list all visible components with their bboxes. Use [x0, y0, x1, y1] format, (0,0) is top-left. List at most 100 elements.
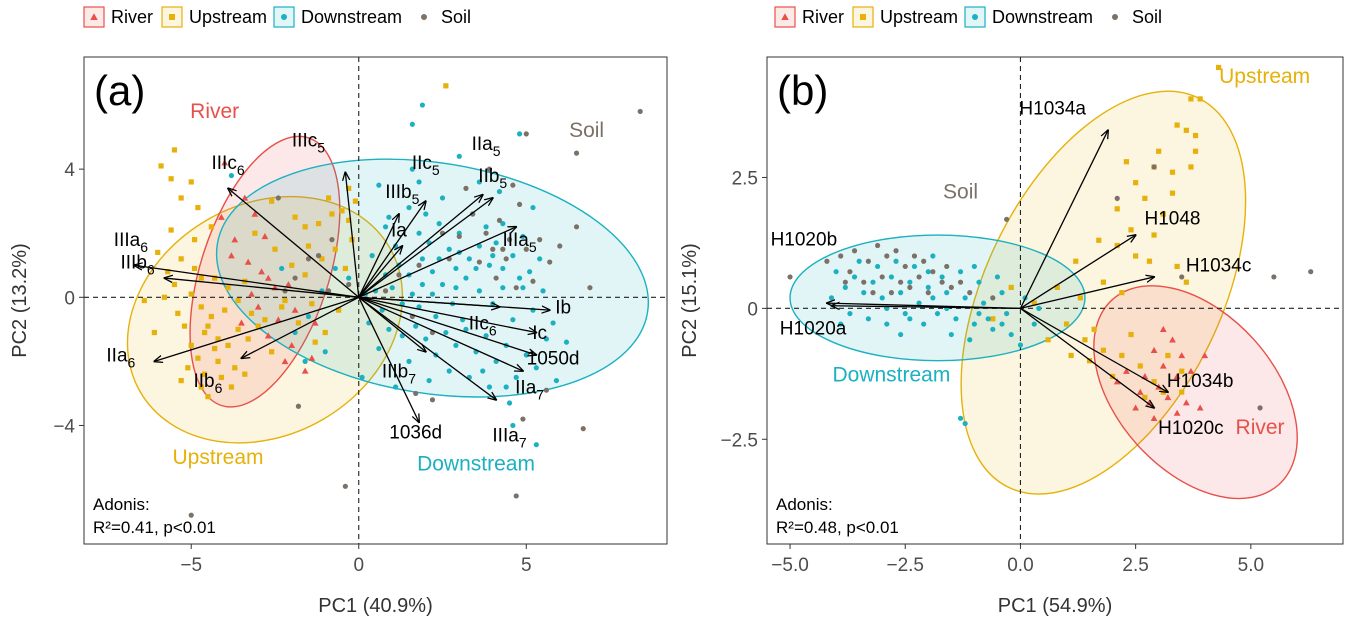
loading-label: H1020c [1158, 418, 1224, 439]
data-point-soil [902, 263, 908, 270]
x-tick-label: 0 [353, 555, 364, 576]
data-point-soil [884, 253, 890, 259]
data-point-upstream [235, 326, 241, 332]
data-point-downstream [419, 102, 426, 108]
data-point-upstream [1215, 64, 1222, 71]
data-point-soil [396, 272, 402, 278]
data-point-soil [476, 259, 482, 265]
data-point-river [254, 303, 262, 310]
data-point-soil [990, 295, 996, 301]
data-point-river [231, 236, 239, 243]
loading-label-main: H1048 [1145, 209, 1201, 230]
loading-label: IIc6 [469, 313, 497, 338]
data-point-downstream [446, 246, 452, 252]
data-point-soil [543, 387, 549, 393]
x-tick-label: 5.0 [1238, 555, 1264, 576]
data-point-soil [921, 258, 927, 264]
data-point-upstream [346, 185, 352, 191]
loading-arrow [358, 198, 493, 298]
data-point-river [301, 367, 309, 374]
data-point-downstream [503, 384, 509, 390]
panel-label: (a) [94, 67, 145, 114]
loading-arrow [164, 278, 359, 298]
data-point-upstream [1123, 159, 1130, 165]
data-point-downstream [543, 336, 549, 342]
data-point-downstream [847, 310, 853, 317]
data-point-downstream [409, 291, 415, 297]
loading-label-main: Ib [555, 297, 571, 318]
loading-label-main: H1034b [1167, 371, 1234, 392]
loading-label-subscript: 6 [147, 261, 155, 277]
data-point-river [1201, 352, 1209, 359]
data-point-upstream [255, 323, 261, 329]
x-tick-label: 5 [521, 555, 532, 576]
data-point-soil [500, 246, 506, 252]
data-point-downstream [436, 221, 442, 227]
data-point-upstream [1119, 352, 1125, 359]
data-point-upstream [1128, 331, 1134, 338]
data-point-downstream [483, 333, 489, 339]
legend-label-river: River [111, 7, 153, 27]
data-point-downstream [473, 265, 479, 272]
data-point-upstream [181, 323, 188, 329]
data-point-downstream [490, 253, 496, 259]
y-tick-label: 4 [64, 160, 75, 181]
data-point-downstream [510, 422, 516, 429]
data-point-upstream [322, 329, 328, 336]
data-point-soil [1114, 195, 1120, 201]
data-point-downstream [393, 384, 399, 390]
data-point-soil [580, 426, 586, 432]
loading-label-subscript: 5 [529, 239, 537, 255]
data-point-soil [510, 182, 516, 188]
data-point-upstream [171, 147, 178, 153]
data-point-soil [490, 246, 496, 252]
data-point-downstream [446, 368, 452, 374]
loading-label: IIc5 [412, 153, 440, 178]
legend-panel-a: River Upstream Downstream Soil [83, 6, 471, 28]
data-point-upstream [252, 230, 258, 236]
data-point-downstream [413, 323, 419, 329]
data-point-downstream [888, 274, 895, 280]
loading-label: IIIa6 [114, 230, 148, 255]
data-point-downstream [520, 233, 526, 240]
loading-label: IIIb7 [382, 361, 416, 386]
data-point-soil [537, 237, 543, 243]
data-point-downstream [406, 358, 412, 364]
data-point-soil [847, 269, 853, 275]
data-point-upstream [1119, 290, 1125, 296]
data-point-downstream [563, 339, 570, 345]
legend-marker-downstream [281, 14, 287, 20]
data-point-upstream [218, 374, 224, 380]
data-point-upstream [232, 365, 238, 371]
data-point-river [1136, 388, 1144, 395]
data-point-downstream [480, 368, 486, 374]
data-point-upstream [1137, 363, 1143, 369]
data-point-downstream [828, 295, 835, 301]
data-point-downstream [957, 415, 964, 421]
data-point-soil [557, 243, 563, 249]
data-point-river [261, 233, 269, 240]
data-point-downstream [453, 285, 459, 291]
loading-label-main: Ic [532, 323, 547, 344]
data-point-upstream [269, 349, 275, 355]
data-point-upstream [205, 394, 211, 400]
loading-label: H1020a [780, 319, 847, 340]
loading-label: 1036d [389, 422, 442, 443]
data-point-downstream [322, 349, 328, 355]
data-point-downstream [971, 321, 977, 327]
data-point-upstream [292, 214, 298, 220]
data-point-downstream [934, 310, 941, 317]
data-point-upstream [1192, 132, 1199, 139]
data-point-river [228, 252, 235, 259]
data-point-soil [1308, 269, 1314, 275]
data-point-soil [516, 201, 523, 207]
data-point-downstream [962, 420, 968, 427]
data-point-upstream [1082, 337, 1088, 343]
data-point-soil [523, 131, 529, 137]
data-point-upstream [990, 316, 996, 322]
data-point-soil [842, 279, 848, 285]
y-axis-title: PC2 (15.1%) [679, 243, 701, 358]
data-point-downstream [429, 291, 436, 297]
loading-label-main: IIIc [212, 153, 237, 174]
data-point-downstream [999, 321, 1005, 327]
